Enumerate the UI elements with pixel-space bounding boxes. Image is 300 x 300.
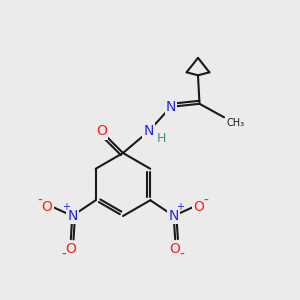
Text: -: - bbox=[62, 248, 67, 262]
Text: O: O bbox=[170, 242, 181, 256]
Text: N: N bbox=[67, 209, 77, 223]
Text: N: N bbox=[143, 124, 154, 138]
Text: CH₃: CH₃ bbox=[226, 118, 244, 128]
Text: -: - bbox=[38, 194, 43, 208]
Text: O: O bbox=[194, 200, 204, 214]
Text: H: H bbox=[156, 131, 166, 145]
Text: -: - bbox=[203, 194, 208, 208]
Text: O: O bbox=[96, 124, 107, 138]
Text: O: O bbox=[65, 242, 76, 256]
Text: +: + bbox=[176, 202, 184, 212]
Text: +: + bbox=[62, 202, 70, 212]
Text: N: N bbox=[169, 209, 179, 223]
Text: N: N bbox=[166, 100, 176, 114]
Text: -: - bbox=[179, 248, 184, 262]
Text: O: O bbox=[42, 200, 52, 214]
